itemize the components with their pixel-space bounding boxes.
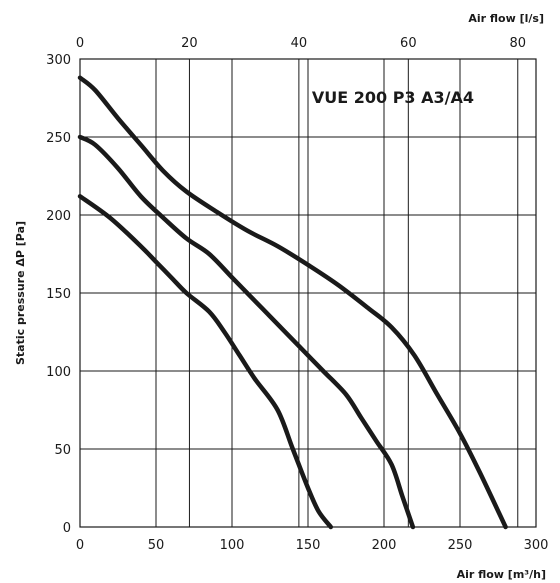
- chart-title: VUE 200 P3 A3/A4: [312, 88, 474, 107]
- grid-lines: [79, 58, 537, 528]
- x2-tick-label: 60: [400, 36, 417, 51]
- x2-tick-label: 80: [509, 36, 526, 51]
- y-tick-label: 100: [46, 365, 71, 380]
- y-tick-label: 0: [63, 521, 71, 536]
- tick-labels: 0 50 100 150 200 250 300 0 20 40 60 80 0 50 100 150 200 2…: [46, 36, 548, 553]
- x2-tick-label: 20: [181, 36, 198, 51]
- y-tick-label: 250: [46, 131, 71, 146]
- bottom-axis-label: Air flow [m³/h]: [457, 568, 546, 581]
- x-tick-label: 50: [148, 538, 165, 553]
- x-tick-label: 200: [372, 538, 397, 553]
- plot-frame: [79, 58, 537, 528]
- y-tick-label: 300: [46, 53, 71, 68]
- x2-tick-label: 40: [291, 36, 308, 51]
- y-tick-label: 50: [54, 443, 71, 458]
- performance-curve-1: [77, 194, 334, 530]
- x-tick-label: 0: [76, 538, 84, 553]
- performance-curve-2: [77, 134, 416, 530]
- x-tick-label: 250: [448, 538, 473, 553]
- top-axis-label: Air flow [l/s]: [468, 12, 544, 25]
- x-tick-label: 300: [524, 538, 549, 553]
- x-tick-label: 150: [296, 538, 321, 553]
- y-tick-label: 200: [46, 209, 71, 224]
- performance-curves: [77, 75, 508, 530]
- x-tick-label: 100: [220, 538, 245, 553]
- x2-tick-label: 0: [76, 36, 84, 51]
- performance-curve-3: [77, 75, 508, 530]
- y-axis-label: Static pressure ΔP [Pa]: [14, 221, 27, 365]
- y-tick-label: 150: [46, 287, 71, 302]
